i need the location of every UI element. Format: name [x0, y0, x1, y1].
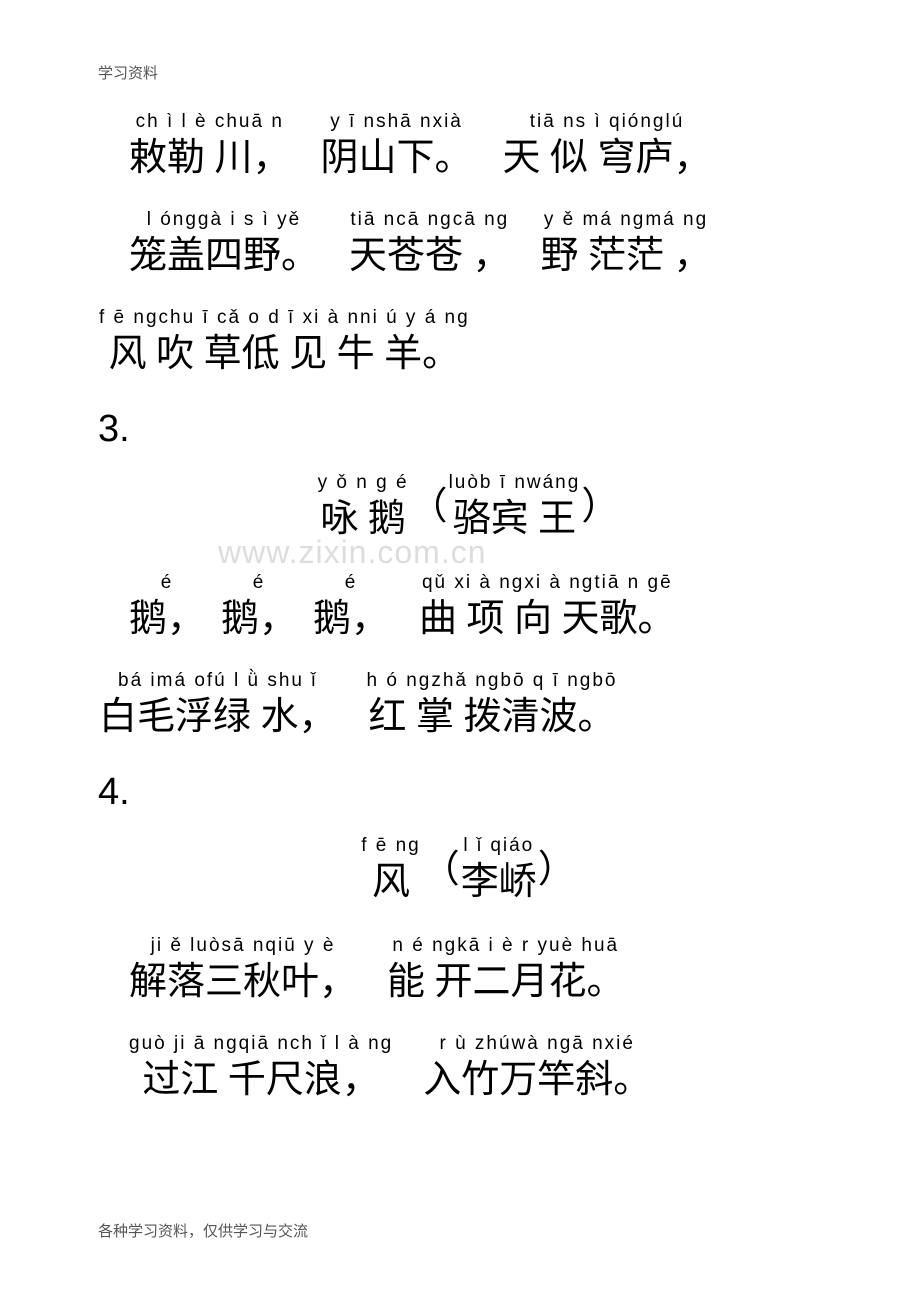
paren-close: ）	[538, 834, 576, 908]
pinyin: qǔ xi à ngxi à ngtiā n gē	[422, 571, 673, 595]
hanzi: 解落三秋叶，	[129, 958, 357, 1006]
pinyin: h ó ngzhǎ ngbō q ī ngbō	[367, 669, 618, 693]
hanzi: 咏 鹅	[320, 495, 406, 543]
pinyin: luòb ī nwáng	[449, 471, 581, 495]
pinyin: bá imá ofú l ǜ shu ǐ	[118, 669, 317, 693]
hanzi: 敕勒 川，	[129, 134, 291, 182]
pinyin: tiā ncā ngcā ng	[350, 208, 509, 232]
pinyin: l ǐ qiáo	[463, 834, 534, 858]
hanzi: 白毛浮绿 水，	[99, 693, 337, 741]
poem2-line2: l ónggà i s ì yě 笼盖四野。 tiā ncā ngcā ng 天…	[98, 208, 838, 280]
hanzi: 能 开二月花。	[387, 958, 625, 1006]
pinyin: r ù zhúwà ngā nxié	[439, 1032, 635, 1056]
pinyin: tiā ns ì qiónglú	[530, 110, 685, 134]
pinyin: ch ì l è chuā n	[136, 110, 284, 134]
page-footer: 各种学习资料，仅供学习与交流	[98, 1220, 308, 1241]
hanzi: 鹅，	[313, 595, 389, 643]
poem4-title: f ē ng 风 （ l ǐ qiáo 李峤 ）	[98, 834, 838, 908]
hanzi: 风 吹 草低 见 牛 羊。	[109, 330, 461, 378]
poem4-line2: guò ji ā ngqiā nch ǐ l à ng 过江 千尺浪， r ù …	[98, 1032, 838, 1104]
pinyin: y ī nshā nxià	[330, 110, 463, 134]
poem3-line1: é 鹅， é 鹅， é 鹅， qǔ xi à ngxi à ngtiā n gē…	[98, 571, 838, 643]
paren-close: ）	[581, 471, 619, 545]
poem2-line1: ch ì l è chuā n 敕勒 川， y ī nshā nxià 阴山下。…	[98, 110, 838, 182]
pinyin: ji ě luòsā nqiū y è	[151, 934, 336, 958]
hanzi: 李峤	[461, 858, 537, 906]
pinyin: f ē ng	[361, 834, 421, 858]
pinyin: y ǒ n g é	[318, 471, 409, 495]
hanzi: 风	[372, 858, 410, 906]
section-number-3: 3.	[98, 408, 838, 451]
poem2-line3: f ē ngchu ī cǎ o d ī xi à nni ú y á ng 风…	[98, 306, 838, 378]
hanzi: 曲 项 向 天歌。	[419, 595, 676, 643]
hanzi: 鹅，	[221, 595, 297, 643]
hanzi: 鹅，	[129, 595, 205, 643]
pinyin: y ě má ngmá ng	[544, 208, 708, 232]
pinyin: é	[161, 571, 174, 595]
hanzi: 天 似 穹庐，	[503, 134, 712, 182]
pinyin: é	[345, 571, 358, 595]
hanzi: 野 茫茫 ，	[541, 232, 712, 280]
document-content: ch ì l è chuā n 敕勒 川， y ī nshā nxià 阴山下。…	[98, 110, 838, 1130]
hanzi: 红 掌 拨清波。	[368, 693, 615, 741]
poem3-line2: bá imá ofú l ǜ shu ǐ 白毛浮绿 水， h ó ngzhǎ n…	[98, 669, 838, 741]
pinyin: l ónggà i s ì yě	[147, 208, 302, 232]
hanzi: 笼盖四野。	[129, 232, 319, 280]
hanzi: 入竹万竿斜。	[423, 1056, 651, 1104]
hanzi: 过江 千尺浪，	[142, 1056, 380, 1104]
page-header: 学习资料	[98, 62, 158, 83]
hanzi: 阴山下。	[321, 134, 473, 182]
hanzi: 天苍苍 ，	[349, 232, 511, 280]
section-number-4: 4.	[98, 771, 838, 814]
pinyin: f ē ngchu ī cǎ o d ī xi à nni ú y á ng	[99, 306, 470, 330]
hanzi: 骆宾 王	[453, 495, 577, 543]
poem4-line1: ji ě luòsā nqiū y è 解落三秋叶， n é ngkā i è …	[98, 934, 838, 1006]
pinyin: é	[253, 571, 266, 595]
pinyin: n é ngkā i è r yuè huā	[392, 934, 619, 958]
paren-open: （	[422, 834, 460, 908]
paren-open: （	[410, 471, 448, 545]
pinyin: guò ji ā ngqiā nch ǐ l à ng	[129, 1032, 393, 1056]
poem3-title: y ǒ n g é 咏 鹅 （ luòb ī nwáng 骆宾 王 ）	[98, 471, 838, 545]
